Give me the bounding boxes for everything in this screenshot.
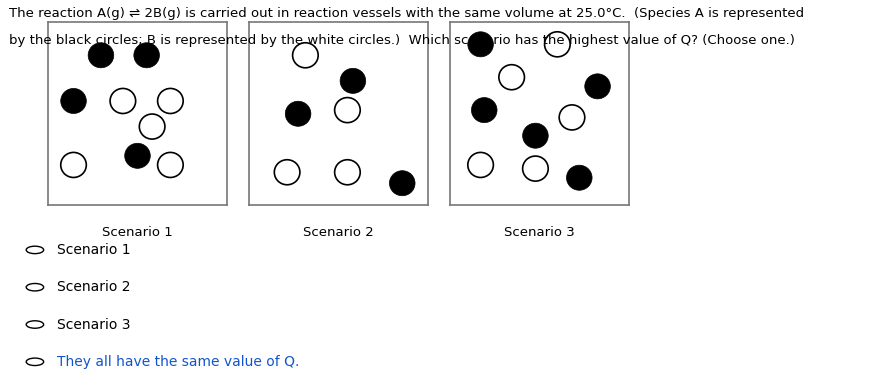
Ellipse shape (140, 114, 165, 139)
Text: Scenario 1: Scenario 1 (57, 243, 130, 257)
Ellipse shape (134, 43, 160, 68)
Ellipse shape (585, 74, 610, 99)
Ellipse shape (468, 32, 493, 57)
Ellipse shape (158, 153, 183, 178)
Ellipse shape (61, 153, 86, 178)
Ellipse shape (158, 88, 183, 113)
Ellipse shape (523, 123, 548, 148)
Text: Scenario 1: Scenario 1 (102, 226, 173, 239)
Ellipse shape (498, 65, 525, 90)
Ellipse shape (125, 143, 150, 168)
Ellipse shape (88, 43, 113, 68)
Ellipse shape (334, 160, 361, 185)
Ellipse shape (468, 153, 493, 178)
Ellipse shape (471, 98, 497, 123)
Ellipse shape (340, 68, 366, 93)
Ellipse shape (274, 160, 300, 185)
Text: They all have the same value of Q.: They all have the same value of Q. (57, 355, 299, 369)
Ellipse shape (389, 171, 415, 196)
Text: The reaction A(g) ⇌ 2B(g) is carried out in reaction vessels with the same volum: The reaction A(g) ⇌ 2B(g) is carried out… (9, 7, 804, 21)
Ellipse shape (567, 165, 592, 190)
Ellipse shape (292, 43, 318, 68)
Text: Scenario 2: Scenario 2 (303, 226, 374, 239)
Ellipse shape (285, 101, 311, 126)
Ellipse shape (334, 98, 361, 123)
Ellipse shape (545, 32, 570, 57)
Text: Scenario 2: Scenario 2 (57, 280, 130, 294)
Ellipse shape (560, 105, 585, 130)
Text: Scenario 3: Scenario 3 (57, 317, 130, 332)
Text: Scenario 3: Scenario 3 (504, 226, 574, 239)
Ellipse shape (61, 88, 86, 113)
Text: by the black circles; B is represented by the white circles.)  Which scenario ha: by the black circles; B is represented b… (9, 34, 794, 47)
Ellipse shape (110, 88, 135, 113)
Ellipse shape (523, 156, 548, 181)
